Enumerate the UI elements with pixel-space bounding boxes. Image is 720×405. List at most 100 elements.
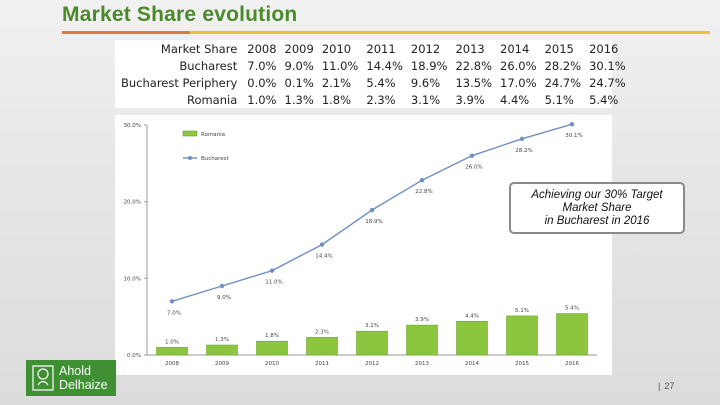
table-row-label: Bucharest Periphery <box>121 75 238 90</box>
y-tick-label: 30.0% <box>124 123 141 129</box>
table-cell: 30.1% <box>589 58 626 73</box>
table-header-cell: 2010 <box>321 41 352 56</box>
line-point-bucharest <box>319 242 325 247</box>
line-point-bucharest <box>219 283 225 289</box>
bar-romania <box>506 315 538 356</box>
target-callout: Achieving our 30% Target Market Share in… <box>509 182 685 234</box>
bar-data-label: 1.8% <box>265 333 279 339</box>
table-cell: 5.4% <box>366 75 396 90</box>
table-header-cell: 2015 <box>544 41 574 56</box>
table-cell: 28.2% <box>544 58 582 73</box>
table-cell: 24.7% <box>544 75 582 90</box>
bar-romania <box>306 337 338 356</box>
x-tick-label: 2014 <box>465 361 479 367</box>
table-header-cell: 2014 <box>500 41 530 56</box>
bar-data-label: 1.3% <box>215 337 229 343</box>
table-cell: 7.0% <box>247 58 277 73</box>
bar-data-label: 3.1% <box>365 323 379 329</box>
line-data-label: 18.9% <box>365 219 382 225</box>
table-cell: 9.0% <box>284 58 314 73</box>
bar-romania <box>156 347 188 356</box>
x-tick-label: 2009 <box>215 361 229 367</box>
bar-romania <box>456 320 488 356</box>
title-underline-yellow <box>190 31 710 34</box>
y-tick-label: 20.0% <box>124 200 141 206</box>
table-cell: 3.1% <box>410 92 441 107</box>
table-cell: 18.9% <box>410 58 448 73</box>
line-point-bucharest <box>269 268 275 273</box>
logo-mark-icon <box>32 365 54 391</box>
market-share-chart: 0.0% 10.0% 20.0% 30.0% 2008 2009 2010 2011 2012 2… <box>124 122 597 367</box>
bar-romania <box>556 313 588 356</box>
table-cell: 13.5% <box>455 75 493 90</box>
legend-marker-bucharest <box>188 156 192 160</box>
logo-line-1: Ahold <box>59 364 91 378</box>
legend-label-bucharest: Bucharest <box>201 156 230 162</box>
line-data-label: 22.8% <box>415 189 432 195</box>
bar-data-label: 5.1% <box>515 308 529 314</box>
y-tick-label: 10.0% <box>124 276 141 282</box>
x-tick-label: 2008 <box>165 361 179 367</box>
bar-romania <box>356 330 388 356</box>
company-logo: Ahold Delhaize <box>26 360 116 396</box>
bar-data-label: 4.4% <box>465 313 479 319</box>
table-cell: 1.3% <box>284 92 314 107</box>
bar-data-label: 5.4% <box>565 306 579 312</box>
x-tick-label: 2012 <box>365 361 379 367</box>
market-share-table-panel: Market Share 2008 2009 2010 2011 2012 20… <box>115 40 626 108</box>
page-number: 27 <box>664 381 675 391</box>
table-cell: 2.3% <box>366 92 396 107</box>
legend-label-romania: Romania <box>201 132 225 138</box>
table-row-label: Bucharest <box>179 58 238 73</box>
bar-romania <box>406 324 438 356</box>
line-data-label: 11.0% <box>265 280 282 286</box>
bar-romania <box>256 340 288 356</box>
line-point-bucharest <box>469 153 475 158</box>
table-cell: 26.0% <box>500 58 537 73</box>
table-header-cell: 2013 <box>455 41 485 56</box>
line-data-label: 9.0% <box>217 295 231 301</box>
table-cell: 4.4% <box>500 92 530 107</box>
bar-data-label: 3.9% <box>415 317 429 323</box>
table-header-cell: 2016 <box>589 41 619 56</box>
bar-data-label: 1.0% <box>165 339 179 345</box>
line-data-label: 14.4% <box>315 254 332 260</box>
table-cell: 14.4% <box>366 58 403 73</box>
bar-romania <box>206 344 238 356</box>
table-cell: 24.7% <box>589 75 626 90</box>
table-cell: 22.8% <box>455 58 493 73</box>
x-tick-label: 2013 <box>415 361 429 367</box>
table-header-cell: 2009 <box>284 41 314 56</box>
page-separator: | <box>658 381 661 391</box>
table-row: Bucharest 7.0% 9.0% 11.0% 14.4% 18.9% 22… <box>117 57 630 74</box>
logo-line-2: Delhaize <box>59 378 108 392</box>
y-tick-label: 0.0% <box>127 353 141 359</box>
title-underline-orange <box>62 31 190 34</box>
x-tick-label: 2015 <box>515 361 529 367</box>
table-cell: 2.1% <box>321 75 352 90</box>
table-cell: 11.0% <box>321 58 359 73</box>
line-data-label: 26.0% <box>465 165 482 171</box>
table-header-cell: 2008 <box>247 41 277 56</box>
table-cell: 5.1% <box>544 92 574 107</box>
bar-data-label: 2.3% <box>315 329 329 335</box>
page-title: Market Share evolution <box>62 3 298 26</box>
x-tick-label: 2016 <box>565 361 579 367</box>
table-row: Romania 1.0% 1.3% 1.8% 2.3% 3.1% 3.9% 4.… <box>117 91 630 108</box>
table-cell: 3.9% <box>455 92 485 107</box>
table-cell: 1.8% <box>321 92 352 107</box>
x-tick-label: 2010 <box>265 361 279 367</box>
market-share-table: Market Share 2008 2009 2010 2011 2012 20… <box>117 40 630 108</box>
table-cell: 0.1% <box>284 75 314 90</box>
line-data-label: 7.0% <box>167 310 181 316</box>
line-point-bucharest <box>419 178 425 183</box>
line-data-label: 30.1% <box>565 133 582 139</box>
table-row: Bucharest Periphery 0.0% 0.1% 2.1% 5.4% … <box>117 74 630 91</box>
table-header-row: Market Share 2008 2009 2010 2011 2012 20… <box>117 40 630 57</box>
table-cell: 9.6% <box>410 75 441 90</box>
table-header-cell: 2011 <box>366 41 396 56</box>
line-point-bucharest <box>169 299 175 304</box>
table-cell: 5.4% <box>589 92 619 107</box>
logo-wordmark: Ahold Delhaize <box>59 364 108 392</box>
table-cell: 17.0% <box>500 75 537 90</box>
